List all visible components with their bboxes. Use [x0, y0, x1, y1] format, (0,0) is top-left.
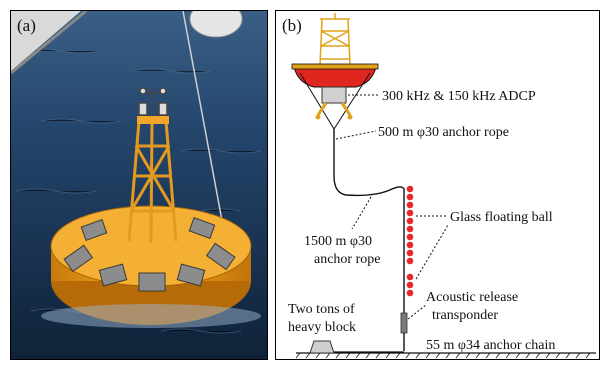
mooring-line	[333, 129, 405, 351]
block-label-1: Two tons of	[288, 302, 355, 317]
buoy-body	[293, 66, 377, 88]
buoy-deck	[291, 63, 379, 70]
mooring-diagram: (b) 300 kHz & 150 kHz ADCP 500	[282, 13, 596, 359]
adcp-instrument	[321, 86, 347, 104]
ship-dish	[189, 11, 243, 38]
buoy-photo: (a)	[11, 11, 267, 359]
heavy-block	[309, 340, 335, 354]
release-label-1: Acoustic release	[426, 290, 518, 305]
acoustic-release	[400, 312, 408, 334]
glass-ball-label: Glass floating ball	[450, 210, 553, 225]
buoy-photo-panel: (a)	[10, 10, 268, 360]
solar-panels	[63, 217, 236, 292]
adcp-label: 300 kHz & 150 kHz ADCP	[382, 89, 536, 104]
panel-a-label: (a)	[17, 16, 36, 35]
glass-floating-balls	[406, 185, 414, 297]
top-rope-leader	[335, 130, 377, 140]
top-rope-label: 500 m φ30 anchor rope	[378, 125, 509, 140]
mid-rope-label-2: anchor rope	[314, 252, 380, 267]
crane-rope	[182, 11, 224, 227]
seabed-hatching	[295, 352, 591, 359]
mast-platform	[137, 116, 169, 124]
release-label-2: transponder	[432, 308, 498, 323]
adcp-legs	[316, 102, 352, 116]
block-label-2: heavy block	[288, 320, 356, 335]
mid-rope-leader	[351, 196, 372, 230]
ship-rail	[11, 11, 81, 71]
buoy-mast	[127, 120, 178, 244]
release-leader	[407, 304, 427, 320]
foam	[41, 304, 261, 328]
met-instruments	[138, 87, 168, 116]
chain-label: 55 m φ34 anchor chain	[426, 338, 555, 353]
panel-b-label: (b)	[282, 16, 302, 35]
adcp-foot-left	[315, 114, 321, 120]
adcp-foot-right	[347, 114, 353, 120]
mid-rope-label-1: 1500 m φ30	[304, 234, 372, 249]
buoy-mast-schematic	[319, 13, 351, 67]
mooring-diagram-panel: (b) 300 kHz & 150 kHz ADCP 500	[275, 10, 600, 360]
ball-leader-2	[415, 224, 449, 280]
